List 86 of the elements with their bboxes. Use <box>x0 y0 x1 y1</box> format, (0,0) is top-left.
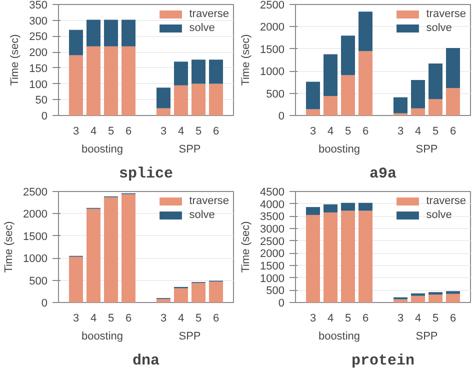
y-tick-label: 200 <box>29 47 48 60</box>
text: boosting <box>81 144 124 156</box>
text: SPP <box>178 330 201 342</box>
y-tick-label: 1000 <box>260 66 285 78</box>
x-tick-label: 4 <box>414 126 422 138</box>
x-tick-label: 6 <box>212 312 220 324</box>
y-tick-label: 250 <box>29 31 48 44</box>
y-tick-label: 1000 <box>260 272 285 285</box>
y-tick-label: 1500 <box>23 230 48 243</box>
x-tick-label: 3 <box>397 126 404 138</box>
y-tick-label: 500 <box>266 285 285 298</box>
x-tick-label: 5 <box>195 126 202 138</box>
x-tick-label: 6 <box>450 312 456 324</box>
x-tick-label: 5 <box>195 312 202 324</box>
y-tick-label: 3500 <box>260 211 285 224</box>
x-tick-label: 4 <box>178 126 184 138</box>
y-tick-label: 500 <box>29 275 48 288</box>
x-tick-label: 3 <box>397 312 404 324</box>
x-tick-label: 3 <box>310 312 316 324</box>
y-tick-label: 1000 <box>23 253 48 266</box>
y-tick-label: 50 <box>35 94 48 107</box>
y-tick-label: 100 <box>29 78 48 91</box>
legend-label: traverse <box>426 8 466 20</box>
x-tick-label: 5 <box>432 126 439 138</box>
y-tick-label: 2000 <box>260 248 285 260</box>
y-tick-label: 2000 <box>260 22 285 34</box>
y-tick-label: 0 <box>41 110 48 122</box>
text: boosting <box>81 330 124 342</box>
x-tick-label: 6 <box>212 126 220 138</box>
text: dna <box>132 352 160 370</box>
y-tick-label: 2500 <box>260 236 285 248</box>
y-tick-label: 0 <box>278 110 285 122</box>
y-tick-label: 2500 <box>260 0 285 12</box>
text: boosting <box>318 144 360 156</box>
x-tick-label: 3 <box>72 126 80 138</box>
y-tick-label: 3000 <box>260 224 285 236</box>
x-tick-label: 6 <box>125 312 132 324</box>
text: a9a <box>370 166 397 182</box>
x-tick-label: 6 <box>362 126 369 138</box>
y-tick-label: 500 <box>266 88 285 100</box>
x-tick-label: 5 <box>432 312 439 324</box>
text: protein <box>351 352 415 370</box>
x-tick-label: 6 <box>450 126 456 138</box>
x-tick-label: 5 <box>344 312 352 324</box>
y-tick-label: 1500 <box>260 44 285 56</box>
text: boosting <box>318 330 360 342</box>
legend-label: solve <box>426 22 452 34</box>
y-tick-label: 2000 <box>23 208 48 221</box>
x-tick-label: 3 <box>160 126 167 138</box>
y-tick-label: 2500 <box>23 186 48 198</box>
x-tick-label: 3 <box>310 126 316 138</box>
text: SPP <box>178 144 201 156</box>
legend-label: solve <box>189 22 215 34</box>
legend-label: solve <box>189 209 215 221</box>
legend-label: traverse <box>189 195 229 207</box>
x-tick-label: 5 <box>108 312 114 324</box>
y-axis-title: Time (sec) <box>240 221 252 273</box>
x-tick-label: 6 <box>362 312 369 324</box>
y-tick-label: 300 <box>29 15 48 28</box>
y-tick-label: 350 <box>29 0 48 12</box>
x-tick-label: 4 <box>327 312 334 324</box>
x-tick-label: 3 <box>160 312 167 324</box>
y-axis-title: Time (sec) <box>9 34 22 86</box>
legend-label: solve <box>426 209 452 221</box>
x-tick-label: 5 <box>108 126 114 138</box>
legend-label: traverse <box>189 8 229 20</box>
y-axis-title: Time (sec) <box>3 221 16 273</box>
text: splice <box>118 166 174 182</box>
y-tick-label: 0 <box>41 298 48 310</box>
x-tick-label: 4 <box>90 126 97 138</box>
y-tick-label: 4500 <box>260 186 285 198</box>
text: SPP <box>416 144 438 156</box>
x-tick-label: 6 <box>125 126 132 138</box>
legend-label: traverse <box>426 195 466 207</box>
x-tick-label: 4 <box>414 312 422 324</box>
x-tick-label: 4 <box>90 312 97 324</box>
x-tick-label: 5 <box>344 126 352 138</box>
text: SPP <box>416 330 438 342</box>
y-tick-label: 4000 <box>260 198 285 211</box>
x-tick-label: 4 <box>178 312 184 324</box>
y-tick-label: 1500 <box>260 260 285 272</box>
x-tick-label: 3 <box>72 312 80 324</box>
y-tick-label: 150 <box>29 62 48 75</box>
y-axis-title: Time (sec) <box>240 34 252 86</box>
y-tick-label: 0 <box>278 298 285 310</box>
x-tick-label: 4 <box>327 126 334 138</box>
